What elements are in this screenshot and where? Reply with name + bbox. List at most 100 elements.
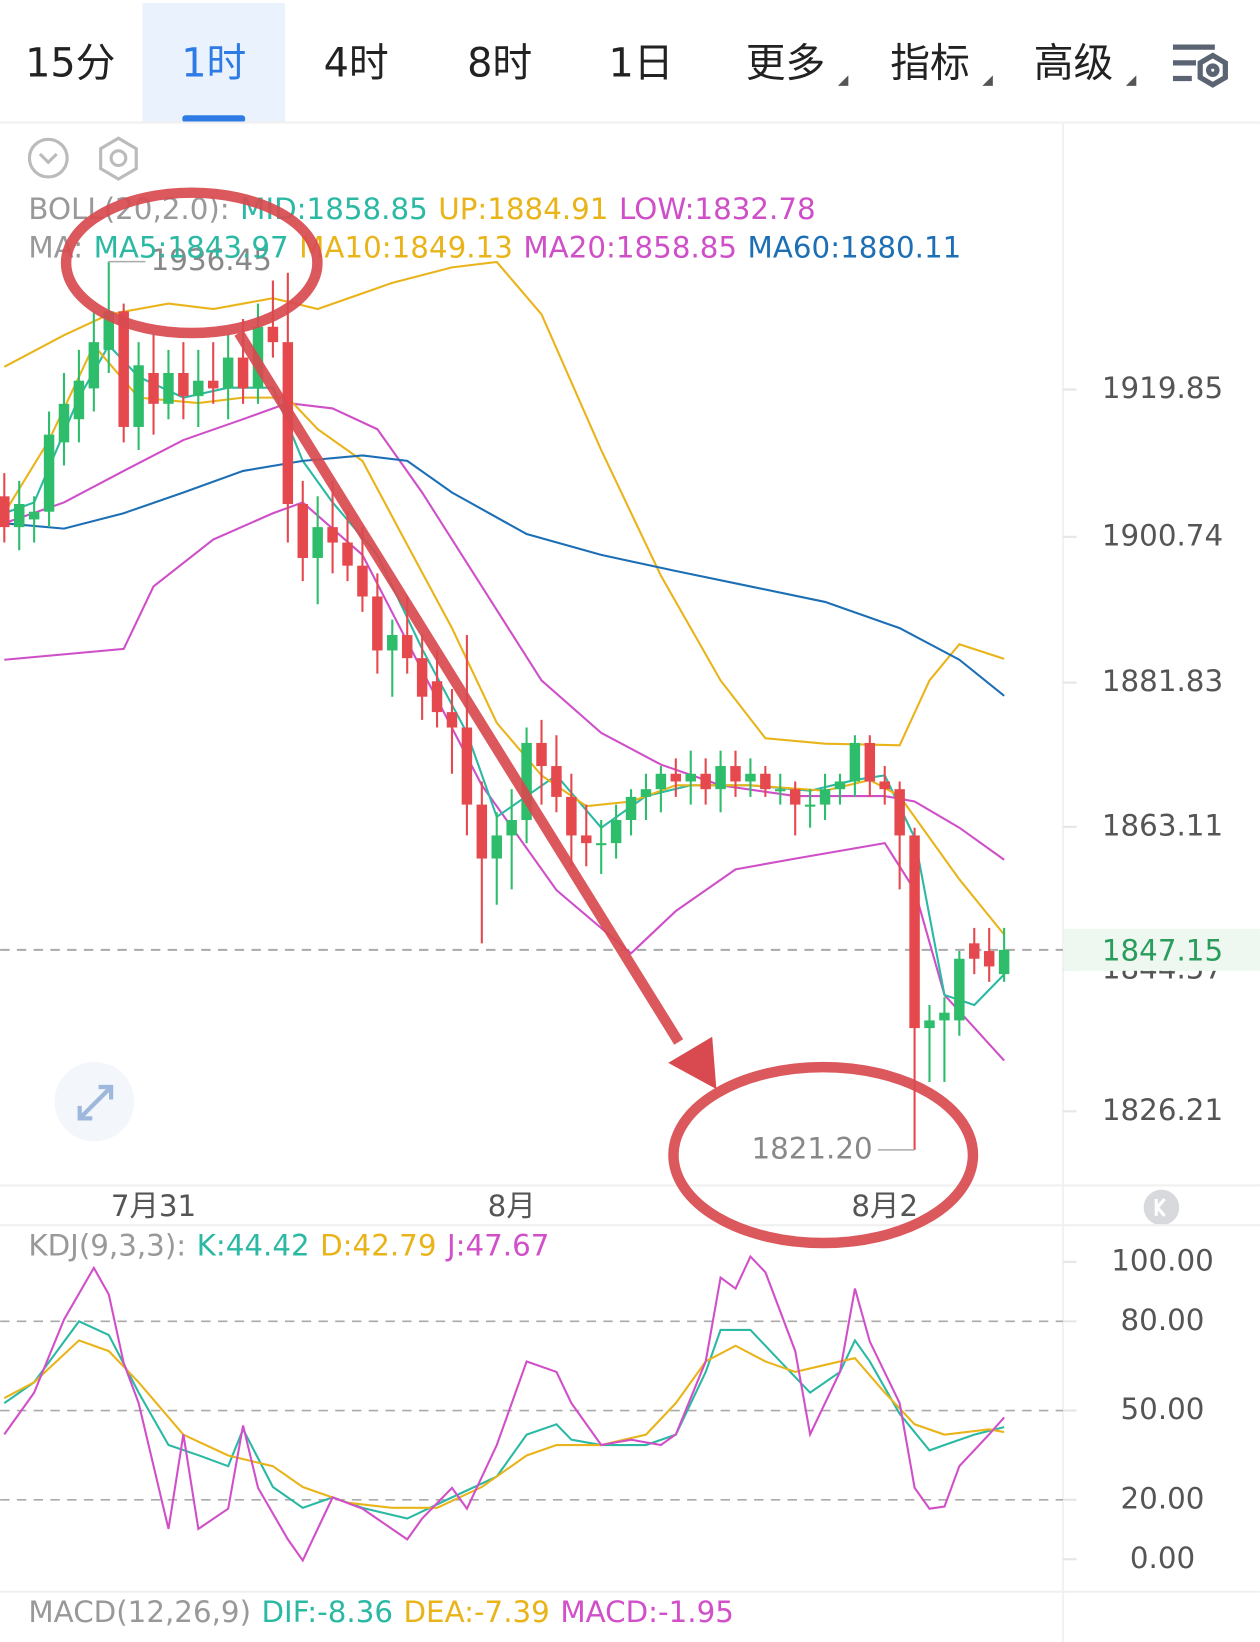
candle-body: [804, 804, 816, 807]
candle-body: [461, 727, 473, 805]
candle-body: [625, 796, 637, 821]
indicator-line: [4, 501, 1005, 1062]
candle-body: [357, 565, 368, 597]
candle-body: [372, 596, 383, 651]
candle-body: [998, 949, 1010, 975]
tab[interactable]: 1日: [608, 40, 673, 86]
candle-body: [491, 835, 502, 859]
candle-body: [88, 342, 100, 389]
legend-entry: D:42.79: [320, 1229, 436, 1263]
indicator-line: [3, 1320, 1005, 1520]
candle-body: [581, 835, 592, 844]
tab[interactable]: 8时: [467, 40, 532, 86]
candle-body: [670, 773, 682, 782]
candle-body: [342, 542, 353, 566]
candle-body: [909, 835, 920, 1029]
tab[interactable]: 1时: [181, 40, 246, 86]
candle-body: [834, 781, 846, 790]
legend-entry: MA5:1843.97: [94, 231, 289, 265]
annotation-arrowhead: [668, 1036, 717, 1090]
y-tick-label: 1863.11: [1102, 808, 1223, 842]
candle-body: [879, 781, 890, 790]
indicator-line: [3, 1254, 1005, 1563]
candle-body: [312, 527, 323, 558]
candle-body: [401, 635, 413, 659]
candle-body: [924, 1020, 935, 1029]
tab[interactable]: 4时: [324, 40, 389, 86]
y-tick-label: 1881.83: [1102, 664, 1223, 698]
candle-body: [476, 804, 488, 859]
tab-highlight: [142, 3, 285, 123]
tab[interactable]: 更多: [746, 40, 826, 86]
settings-hex-icon[interactable]: [99, 136, 138, 181]
candle-body: [536, 742, 547, 767]
legend-entry: KDJ(9,3,3):: [28, 1229, 186, 1263]
collapse-icon[interactable]: [27, 137, 69, 179]
legend-entry: DIF:-8.36: [261, 1595, 393, 1629]
kdj-chart: 100.00 80.00 50.00 20.00 0.00: [0, 1243, 1214, 1575]
candle-body: [864, 742, 876, 782]
candle-body: [148, 372, 159, 404]
candle-body: [28, 511, 40, 520]
legend-entry: MACD:-1.95: [560, 1595, 734, 1629]
x-tick-label: 7月31: [111, 1189, 196, 1223]
candle-body: [222, 357, 234, 389]
y-tick-label: 100.00: [1111, 1243, 1214, 1277]
fullscreen-icon[interactable]: [54, 1061, 135, 1142]
tab[interactable]: 15分: [25, 40, 115, 86]
candle-body: [133, 365, 144, 427]
legend-entry: MA20:1858.85: [523, 231, 737, 265]
candle-body: [954, 958, 965, 1021]
candle-body: [267, 326, 279, 343]
y-tick-label: 1826.21: [1102, 1093, 1223, 1127]
candle-body: [0, 496, 10, 528]
legend-entry: MA10:1849.13: [299, 231, 513, 265]
candle-body: [610, 820, 622, 844]
last-price-label: 1847.15: [1102, 933, 1223, 967]
candle-body: [983, 951, 995, 967]
indicator-line: [4, 454, 1005, 697]
candle-body: [237, 357, 249, 389]
tab[interactable]: 指标: [890, 40, 970, 86]
candle-body: [73, 380, 85, 420]
legend-entry: MACD(12,26,9): [28, 1595, 251, 1629]
indicator-line: [3, 1339, 1005, 1509]
x-tick-label: 8月: [488, 1189, 536, 1223]
candle-body: [521, 742, 532, 821]
candle-body: [685, 773, 696, 782]
legend-entry: UP:1884.91: [438, 192, 608, 226]
candle-body: [595, 843, 607, 846]
candle-body: [745, 773, 756, 782]
candle-body: [715, 766, 726, 790]
candle-body: [819, 789, 831, 805]
y-tick-label: 0.00: [1130, 1541, 1195, 1575]
candle-body: [282, 342, 294, 505]
candle-body: [789, 789, 801, 805]
candle-body: [103, 311, 114, 350]
candle-body: [207, 380, 219, 389]
candle-body: [416, 658, 428, 697]
legend-entry: MA60:1880.11: [748, 231, 962, 265]
y-tick-label: 1919.85: [1102, 371, 1223, 405]
tab[interactable]: 高级: [1034, 40, 1114, 86]
legend-entry: J:47.67: [445, 1229, 549, 1263]
y-tick-label: 80.00: [1121, 1303, 1205, 1337]
x-tick-label: 8月2: [851, 1189, 918, 1223]
last-price-bg: [1064, 928, 1260, 971]
candle-body: [43, 434, 55, 512]
candle-body: [939, 1012, 950, 1021]
candle-body: [849, 742, 861, 782]
scroll-start-button[interactable]: [1143, 1189, 1180, 1226]
indicator-line: [3, 260, 1005, 747]
candle-body: [730, 766, 741, 782]
candle-body: [446, 712, 458, 728]
candle-body: [566, 796, 577, 836]
tab-bar: 15分 1时 4时 8时 1日 更多 指标 高级: [25, 3, 1137, 123]
candle-body: [13, 504, 25, 528]
y-tick-label: 50.00: [1121, 1392, 1205, 1426]
candle-body: [655, 773, 667, 790]
price-mark-label: 1936.45: [151, 243, 272, 277]
settings-icon[interactable]: [1172, 44, 1228, 88]
